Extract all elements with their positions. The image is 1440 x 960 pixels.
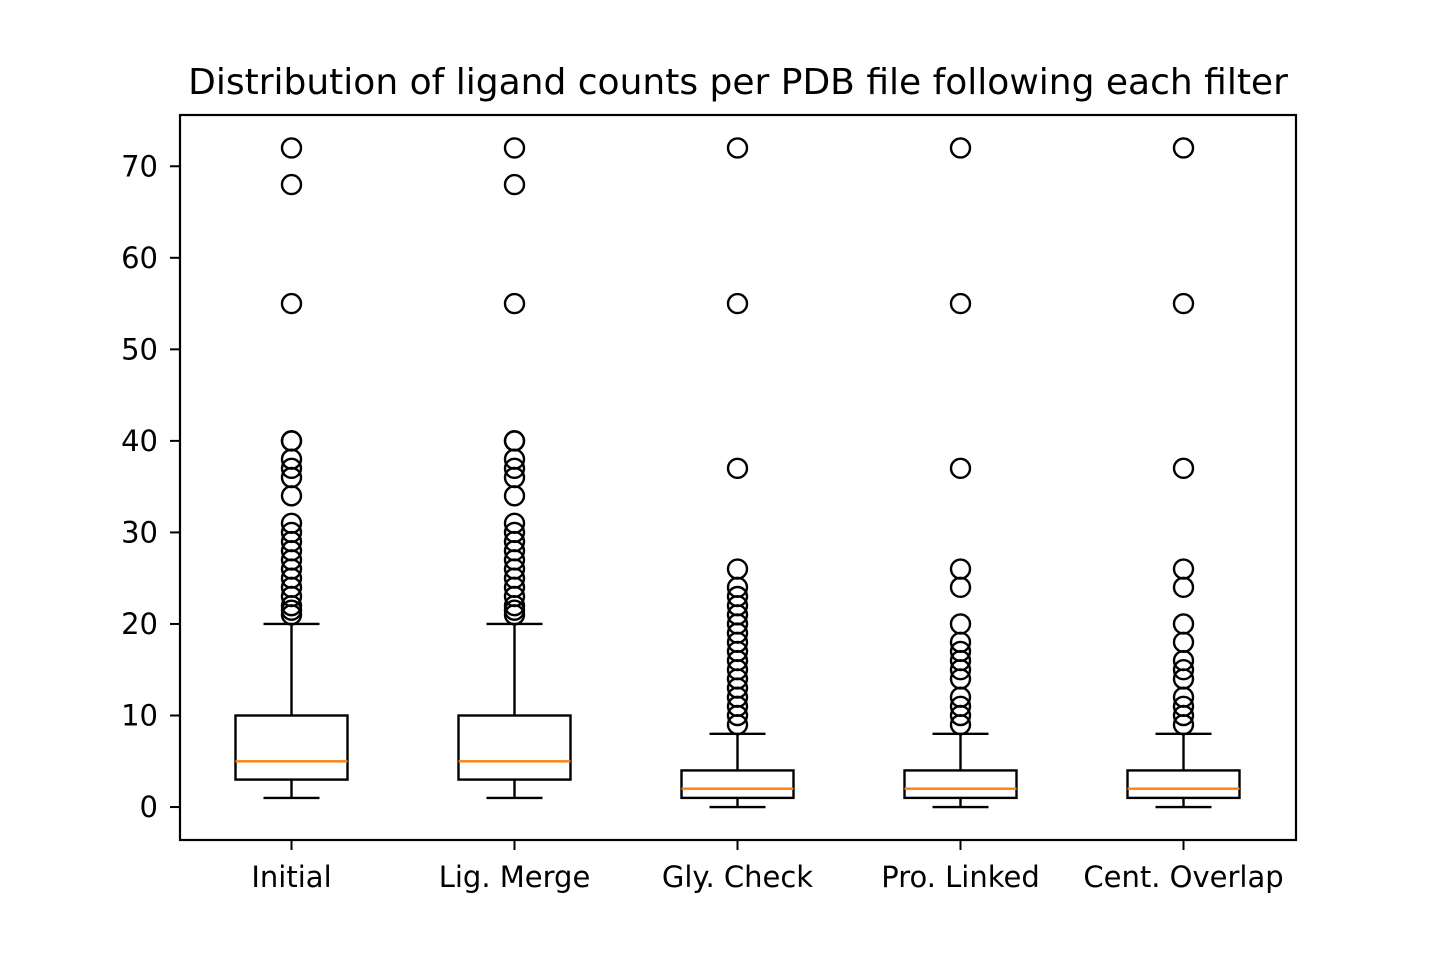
outlier-point xyxy=(1172,137,1195,159)
y-tick-label: 50 xyxy=(121,332,158,366)
outlier-point xyxy=(726,457,749,480)
outlier-point xyxy=(726,292,749,315)
outlier-point xyxy=(280,137,303,159)
outlier-point xyxy=(949,695,972,718)
outlier-point xyxy=(1172,659,1195,681)
outlier-point xyxy=(280,512,303,534)
iqr-box xyxy=(903,769,1018,800)
outlier-point xyxy=(503,521,526,544)
x-tick-label: Lig. Merge xyxy=(439,860,591,894)
box-group xyxy=(680,137,795,809)
outlier-point xyxy=(503,430,526,452)
y-tick-label: 40 xyxy=(121,424,158,458)
box-group xyxy=(903,137,1018,809)
outlier-point xyxy=(280,173,303,196)
outlier-point xyxy=(949,292,972,315)
outlier-point xyxy=(503,292,526,315)
outlier-point xyxy=(503,137,526,159)
box-group xyxy=(1126,137,1241,809)
y-tick-label: 10 xyxy=(121,699,158,733)
outlier-point xyxy=(1172,292,1195,315)
y-tick-label: 30 xyxy=(121,515,158,549)
outlier-point xyxy=(726,558,749,580)
outlier-point xyxy=(503,173,526,196)
outlier-point xyxy=(949,457,972,480)
outlier-point xyxy=(726,585,749,608)
y-axis: 0 10 20 30 40 50 60 70 xyxy=(121,149,180,824)
outlier-point xyxy=(949,613,972,635)
iqr-box xyxy=(457,714,572,781)
outlier-point xyxy=(949,137,972,159)
x-axis: Initial Lig. Merge Gly. Check Pro. Linked Ce… xyxy=(251,840,1284,894)
y-tick-label: 60 xyxy=(121,241,158,275)
iqr-box xyxy=(680,769,795,800)
x-tick-label: Gly. Check xyxy=(662,860,813,894)
y-tick-label: 0 xyxy=(140,790,158,824)
iqr-box xyxy=(1126,769,1241,800)
outlier-point xyxy=(280,457,303,480)
box-group xyxy=(457,137,572,800)
chart-title: Distribution of ligand counts per PDB fi… xyxy=(188,62,1288,103)
outlier-point xyxy=(1172,695,1195,718)
outlier-point xyxy=(726,137,749,159)
outlier-point xyxy=(1172,558,1195,580)
x-tick-label: Initial xyxy=(251,860,331,894)
outlier-point xyxy=(280,521,303,544)
outlier-point xyxy=(503,457,526,480)
outlier-point xyxy=(280,430,303,452)
outlier-point xyxy=(503,512,526,534)
outlier-point xyxy=(1172,457,1195,480)
x-tick-label: Pro. Linked xyxy=(881,860,1040,894)
outlier-point xyxy=(280,292,303,315)
y-tick-label: 20 xyxy=(121,607,158,641)
y-tick-label: 70 xyxy=(121,149,158,183)
x-tick-label: Cent. Overlap xyxy=(1083,860,1283,894)
iqr-box xyxy=(234,714,349,781)
outlier-point xyxy=(1172,613,1195,635)
plot-area xyxy=(234,137,1241,809)
outlier-point xyxy=(949,558,972,580)
box-group xyxy=(234,137,349,800)
outlier-point xyxy=(949,640,972,663)
